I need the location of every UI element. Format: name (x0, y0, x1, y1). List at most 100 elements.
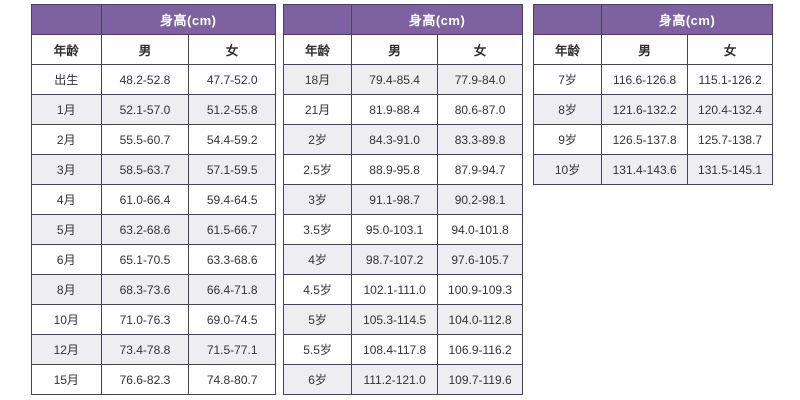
male-range-cell: 61.0-66.4 (100, 184, 190, 215)
age-cell: 8月 (31, 274, 102, 305)
age-cell: 1月 (31, 94, 102, 125)
age-cell: 10月 (31, 304, 102, 335)
table-row: 5岁 105.3-114.5 104.0-112.8 (282, 304, 523, 335)
age-cell: 5.5岁 (282, 334, 353, 365)
female-range-cell: 74.8-80.7 (188, 364, 276, 395)
age-cell: 21月 (282, 94, 353, 125)
column-header-row: 年龄 男 女 (31, 34, 276, 65)
table-row: 5月 63.2-68.6 61.5-66.7 (31, 214, 276, 245)
female-range-cell: 51.2-55.8 (188, 94, 276, 125)
table-row: 8月 68.3-73.6 66.4-71.8 (31, 274, 276, 305)
female-range-cell: 125.7-138.7 (687, 124, 773, 155)
table-row: 2岁 84.3-91.0 83.3-89.8 (282, 124, 523, 155)
female-range-cell: 90.2-98.1 (437, 184, 523, 215)
age-cell: 7岁 (532, 64, 603, 95)
male-range-cell: 68.3-73.6 (100, 274, 190, 305)
table-body: 7岁 116.6-126.8 115.1-126.2 8岁 121.6-132.2 120… (532, 64, 773, 185)
male-range-cell: 111.2-121.0 (351, 364, 439, 395)
age-cell: 4岁 (282, 244, 353, 275)
male-range-cell: 98.7-107.2 (351, 244, 439, 275)
table-row: 2.5岁 88.9-95.8 87.9-94.7 (282, 154, 523, 185)
female-range-cell: 120.4-132.4 (687, 94, 773, 125)
age-cell: 12月 (31, 334, 102, 365)
female-range-cell: 54.4-59.2 (188, 124, 276, 155)
age-cell: 4.5岁 (282, 274, 353, 305)
male-range-cell: 131.4-143.6 (601, 154, 689, 185)
male-range-cell: 76.6-82.3 (100, 364, 190, 395)
female-range-cell: 106.9-116.2 (437, 334, 523, 365)
age-cell: 6岁 (282, 364, 353, 395)
age-cell: 5岁 (282, 304, 353, 335)
male-range-cell: 71.0-76.3 (100, 304, 190, 335)
height-table-toddlers: 身高(cm) 年龄 男 女 18月 79.4-85.4 77.9-84.0 21月 81… (282, 4, 523, 395)
age-cell: 3月 (31, 154, 102, 185)
female-range-cell: 87.9-94.7 (437, 154, 523, 185)
male-range-cell: 48.2-52.8 (100, 64, 190, 95)
age-cell: 18月 (282, 64, 353, 95)
table-header-band: 身高(cm) (532, 4, 773, 35)
male-range-cell: 81.9-88.4 (351, 94, 439, 125)
male-range-cell: 126.5-137.8 (601, 124, 689, 155)
table-row: 18月 79.4-85.4 77.9-84.0 (282, 64, 523, 95)
age-cell: 6月 (31, 244, 102, 275)
female-range-cell: 47.7-52.0 (188, 64, 276, 95)
table-row: 4.5岁 102.1-111.0 100.9-109.3 (282, 274, 523, 305)
age-cell: 2.5岁 (282, 154, 353, 185)
table-row: 6岁 111.2-121.0 109.7-119.6 (282, 364, 523, 395)
male-range-cell: 84.3-91.0 (351, 124, 439, 155)
female-range-cell: 104.0-112.8 (437, 304, 523, 335)
table-row: 10月 71.0-76.3 69.0-74.5 (31, 304, 276, 335)
header-band-spacer (31, 4, 102, 35)
table-header-band: 身高(cm) (31, 4, 277, 35)
male-range-cell: 108.4-117.8 (351, 334, 439, 365)
age-cell: 出生 (31, 64, 102, 95)
age-cell: 10岁 (532, 154, 603, 185)
col-header-female: 女 (188, 34, 276, 65)
age-cell: 15月 (31, 364, 102, 395)
female-range-cell: 57.1-59.5 (188, 154, 276, 185)
female-range-cell: 83.3-89.8 (437, 124, 523, 155)
male-range-cell: 91.1-98.7 (351, 184, 439, 215)
col-header-female: 女 (687, 34, 773, 65)
table-row: 4月 61.0-66.4 59.4-64.5 (31, 184, 276, 215)
female-range-cell: 66.4-71.8 (188, 274, 276, 305)
male-range-cell: 121.6-132.2 (601, 94, 689, 125)
female-range-cell: 97.6-105.7 (437, 244, 523, 275)
table-row: 9岁 126.5-137.8 125.7-138.7 (532, 124, 773, 155)
male-range-cell: 52.1-57.0 (100, 94, 190, 125)
col-header-age: 年龄 (282, 34, 353, 65)
table-row: 3月 58.5-63.7 57.1-59.5 (31, 154, 276, 185)
table-row: 出生 48.2-52.8 47.7-52.0 (31, 64, 276, 95)
male-range-cell: 105.3-114.5 (351, 304, 439, 335)
male-range-cell: 58.5-63.7 (100, 154, 190, 185)
col-header-male: 男 (351, 34, 439, 65)
male-range-cell: 102.1-111.0 (351, 274, 439, 305)
female-range-cell: 115.1-126.2 (687, 64, 773, 95)
male-range-cell: 63.2-68.6 (100, 214, 190, 245)
age-cell: 9岁 (532, 124, 603, 155)
male-range-cell: 55.5-60.7 (100, 124, 190, 155)
female-range-cell: 131.5-145.1 (687, 154, 773, 185)
female-range-cell: 61.5-66.7 (188, 214, 276, 245)
table-header-band: 身高(cm) (282, 4, 523, 35)
col-header-male: 男 (100, 34, 190, 65)
column-header-row: 年龄 男 女 (532, 34, 773, 65)
male-range-cell: 116.6-126.8 (601, 64, 689, 95)
table-row: 2月 55.5-60.7 54.4-59.2 (31, 124, 276, 155)
table-row: 5.5岁 108.4-117.8 106.9-116.2 (282, 334, 523, 365)
age-cell: 2月 (31, 124, 102, 155)
female-range-cell: 80.6-87.0 (437, 94, 523, 125)
table-row: 15月 76.6-82.3 74.8-80.7 (31, 364, 276, 395)
height-table-infants: 身高(cm) 年龄 男 女 出生 48.2-52.8 47.7-52.0 1月 52.1… (31, 4, 277, 395)
table-row: 12月 73.4-78.8 71.5-77.1 (31, 334, 276, 365)
female-range-cell: 109.7-119.6 (437, 364, 523, 395)
table-row: 6月 65.1-70.5 63.3-68.6 (31, 244, 276, 275)
female-range-cell: 100.9-109.3 (437, 274, 523, 305)
age-cell: 5月 (31, 214, 102, 245)
table-title: 身高(cm) (601, 4, 773, 35)
col-header-female: 女 (437, 34, 523, 65)
table-row: 8岁 121.6-132.2 120.4-132.4 (532, 94, 773, 125)
female-range-cell: 63.3-68.6 (188, 244, 276, 275)
female-range-cell: 59.4-64.5 (188, 184, 276, 215)
header-band-spacer (282, 4, 353, 35)
